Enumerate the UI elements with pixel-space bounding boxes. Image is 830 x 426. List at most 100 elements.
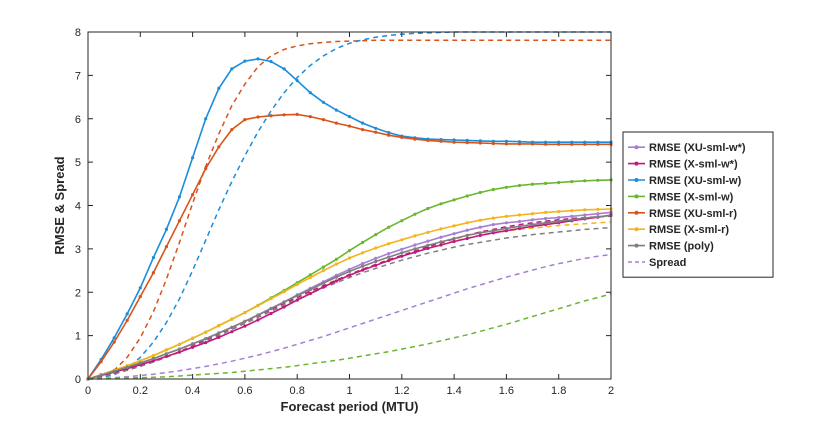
legend-marker bbox=[634, 145, 639, 150]
y-tick-label: 1 bbox=[75, 331, 81, 343]
data-point bbox=[465, 221, 469, 225]
data-point bbox=[177, 195, 182, 199]
data-point bbox=[413, 243, 417, 247]
legend-label: Spread bbox=[649, 257, 686, 269]
data-point bbox=[452, 224, 456, 228]
legend-entry: RMSE (XU-sml-w*) bbox=[628, 142, 746, 154]
curves-layer bbox=[86, 31, 613, 381]
data-point bbox=[400, 219, 404, 223]
data-point bbox=[191, 156, 195, 160]
spread-curve-7 bbox=[88, 293, 612, 380]
data-point bbox=[452, 198, 456, 202]
legend-entry: RMSE (X-sml-w) bbox=[628, 191, 734, 203]
data-point bbox=[112, 336, 116, 340]
y-tick-label: 4 bbox=[75, 201, 81, 213]
data-point bbox=[452, 232, 456, 236]
data-point bbox=[517, 183, 522, 188]
data-point bbox=[387, 259, 391, 263]
data-point bbox=[138, 359, 142, 363]
legend-marker bbox=[634, 210, 639, 215]
rmse-series-5 bbox=[86, 112, 613, 381]
legend-entry: Spread bbox=[628, 257, 686, 269]
data-point bbox=[308, 91, 312, 95]
data-point bbox=[177, 219, 182, 223]
data-point bbox=[596, 142, 600, 146]
data-point bbox=[517, 142, 522, 146]
data-point bbox=[400, 251, 404, 255]
data-point bbox=[596, 207, 600, 211]
data-point bbox=[243, 118, 247, 122]
data-point bbox=[426, 243, 430, 247]
y-tick-label: 0 bbox=[75, 374, 81, 386]
legend-box bbox=[622, 131, 774, 278]
y-tick-label: 7 bbox=[75, 70, 81, 82]
data-point bbox=[530, 223, 535, 227]
data-point bbox=[530, 182, 535, 186]
data-point bbox=[308, 275, 312, 280]
chart-legend: RMSE (XU-sml-w*) RMSE (X-sml-w*) RMSE (XU-… bbox=[622, 131, 774, 278]
data-point bbox=[361, 264, 365, 268]
data-point bbox=[151, 354, 155, 358]
data-point bbox=[596, 215, 600, 219]
data-point bbox=[491, 216, 495, 220]
data-point bbox=[557, 210, 561, 214]
data-point bbox=[374, 233, 378, 237]
data-point bbox=[125, 318, 129, 322]
data-point bbox=[269, 307, 273, 311]
data-point bbox=[387, 133, 391, 137]
data-point bbox=[177, 347, 182, 351]
data-point bbox=[347, 273, 352, 277]
data-point bbox=[544, 142, 548, 146]
data-point bbox=[544, 210, 548, 214]
data-point bbox=[374, 263, 378, 267]
rmse-series-7 bbox=[86, 213, 613, 381]
data-point bbox=[256, 115, 260, 119]
data-point bbox=[243, 59, 247, 63]
data-point bbox=[204, 337, 208, 341]
rmse-series-1 bbox=[86, 210, 613, 381]
data-point bbox=[151, 357, 155, 361]
data-point bbox=[177, 342, 182, 346]
y-tick-label: 2 bbox=[75, 287, 81, 299]
data-point bbox=[112, 369, 116, 373]
data-point bbox=[387, 252, 391, 256]
legend-entry: RMSE (XU-sml-w) bbox=[628, 175, 742, 187]
legend-marker bbox=[634, 178, 639, 182]
data-point bbox=[570, 214, 574, 218]
data-point bbox=[517, 219, 522, 224]
legend-label: RMSE (X-sml-w*) bbox=[649, 159, 738, 171]
data-point bbox=[413, 212, 417, 216]
data-point bbox=[334, 262, 338, 266]
data-point bbox=[413, 250, 417, 254]
data-point bbox=[452, 239, 456, 244]
data-point bbox=[387, 242, 391, 246]
data-point bbox=[164, 348, 168, 352]
data-point bbox=[465, 141, 469, 145]
data-point bbox=[413, 137, 417, 141]
data-point bbox=[596, 212, 600, 216]
data-point bbox=[583, 179, 587, 183]
data-point bbox=[452, 236, 456, 241]
data-point bbox=[334, 279, 338, 283]
data-point bbox=[504, 229, 508, 233]
data-point bbox=[596, 178, 600, 182]
data-point bbox=[204, 330, 208, 334]
data-point bbox=[491, 229, 495, 233]
data-point bbox=[465, 236, 469, 241]
data-point bbox=[557, 142, 561, 146]
data-point bbox=[530, 142, 535, 146]
data-point bbox=[256, 304, 260, 308]
x-tick-label: 0.4 bbox=[185, 385, 200, 397]
data-point bbox=[413, 247, 417, 251]
data-point bbox=[426, 246, 430, 250]
data-point bbox=[478, 141, 482, 145]
data-point bbox=[583, 213, 587, 217]
data-point bbox=[544, 221, 548, 225]
legend-label: RMSE (X-sml-w) bbox=[649, 191, 734, 203]
data-point bbox=[478, 218, 482, 222]
data-point bbox=[230, 67, 234, 71]
data-point bbox=[347, 124, 352, 128]
legend-label: RMSE (XU-sml-r) bbox=[649, 208, 737, 220]
x-tick-label: 0.8 bbox=[290, 385, 305, 397]
